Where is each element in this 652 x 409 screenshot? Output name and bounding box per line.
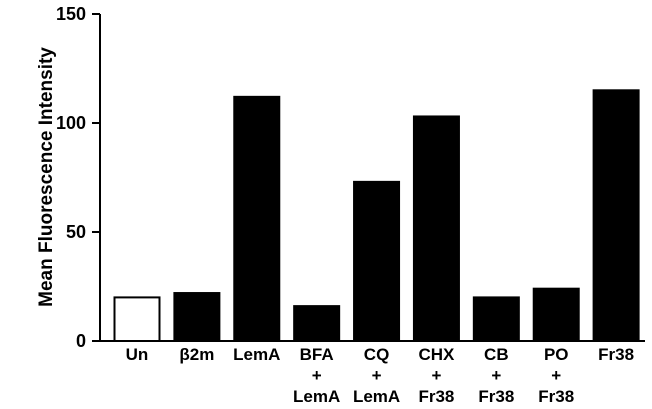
x-tick-label: Fr38 [538, 387, 574, 406]
y-tick-label: 150 [56, 4, 86, 24]
x-tick-label: BFA [300, 345, 334, 364]
x-tick-label: CB [484, 345, 509, 364]
bar [233, 95, 281, 342]
x-tick-label: Fr38 [418, 387, 454, 406]
y-tick-label: 50 [66, 222, 86, 242]
bar [532, 287, 580, 342]
x-axis: Un β2m LemA BFA + LemA CQ + LemA CHX + Fr38 CB + Fr38 P… [99, 340, 645, 406]
x-tick-label: + [431, 366, 441, 385]
x-tick-label: LemA [293, 387, 340, 406]
bars [113, 89, 640, 343]
x-tick-label: + [372, 366, 382, 385]
bar [592, 89, 640, 342]
x-tick-label: + [312, 366, 322, 385]
bar [293, 305, 341, 342]
x-tick-label: Fr38 [598, 345, 634, 364]
bar [472, 296, 520, 342]
x-tick-label: CHX [418, 345, 455, 364]
y-axis: 0 50 100 150 [56, 4, 101, 351]
bar [412, 115, 460, 342]
bar [353, 180, 401, 342]
x-tick-label: CQ [364, 345, 390, 364]
x-tick-label: LemA [233, 345, 280, 364]
x-tick-label: + [491, 366, 501, 385]
x-tick-label: Un [126, 345, 149, 364]
x-tick-label: + [551, 366, 561, 385]
y-axis-label: Mean Fluorescence Intensity [36, 47, 57, 307]
y-tick-label: 0 [76, 331, 86, 351]
x-tick-label: β2m [179, 345, 214, 364]
x-tick-label: Fr38 [478, 387, 514, 406]
bar [113, 296, 161, 342]
x-tick-label: PO [544, 345, 569, 364]
x-tick-label: LemA [353, 387, 400, 406]
bar [173, 292, 221, 343]
y-tick-label: 100 [56, 113, 86, 133]
